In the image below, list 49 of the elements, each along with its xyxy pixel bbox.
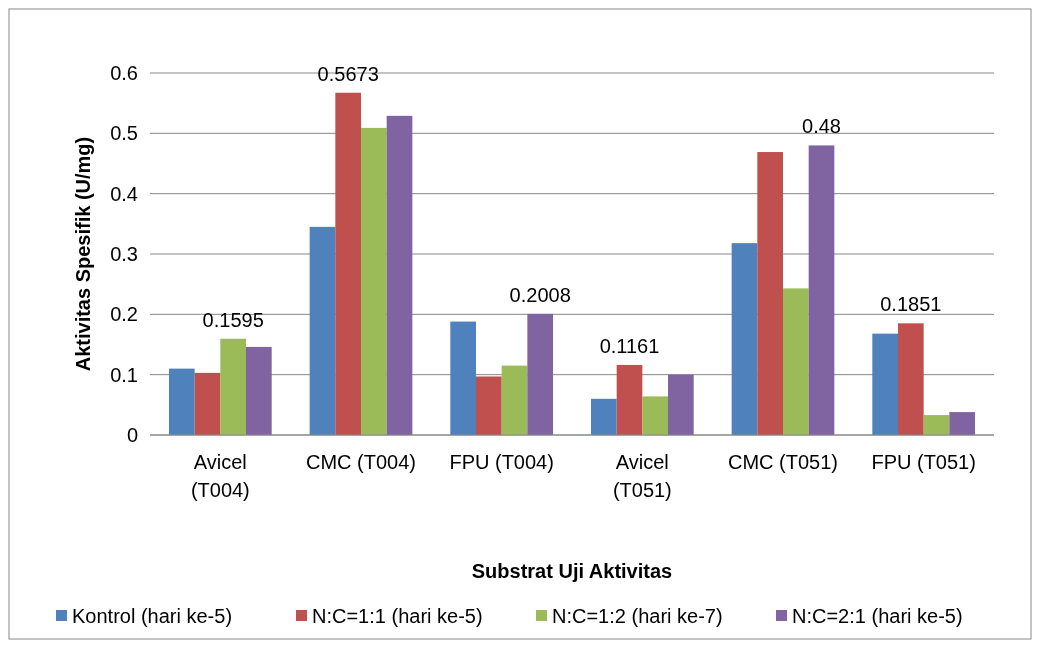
- y-tick-label: 0.5: [110, 122, 138, 145]
- y-tick-label: 0.3: [110, 243, 138, 265]
- y-tick-label: 0.2: [110, 303, 138, 326]
- bar: [923, 415, 950, 435]
- bar: [361, 127, 387, 435]
- x-tick-label: CMC (T051): [727, 451, 839, 473]
- data-label: 0.48: [802, 115, 841, 138]
- y-axis-title: Aktivitas Spesifik (U/mg): [72, 136, 94, 372]
- x-tick-label: FPU (T051): [871, 451, 976, 473]
- bar: [335, 92, 361, 435]
- x-tick-label: Avicel (T004): [190, 451, 250, 501]
- bar: [808, 145, 835, 435]
- bar: [309, 226, 336, 435]
- bar: [949, 412, 976, 435]
- legend-label: N:C=1:2 (hari ke-7): [552, 605, 723, 627]
- y-tick-label: 0.1: [110, 363, 138, 386]
- y-tick-label: 0.4: [110, 182, 138, 205]
- bar: [386, 115, 413, 435]
- x-tick-label: Avicel (T051): [612, 451, 672, 501]
- bar: [501, 365, 528, 435]
- bar: [168, 368, 195, 435]
- bar: [872, 333, 898, 435]
- bar: [246, 346, 272, 435]
- x-tick-label: CMC (T004): [305, 451, 417, 473]
- bar: [757, 152, 783, 435]
- x-axis-title: Substrat Uji Aktivitas: [471, 560, 673, 582]
- bar: [642, 396, 668, 435]
- bar: [668, 374, 694, 435]
- data-label: 0.2008: [509, 283, 571, 306]
- data-label: 0.1851: [880, 293, 942, 316]
- bar: [194, 372, 221, 435]
- bar: [783, 288, 809, 435]
- bar: [731, 243, 758, 435]
- bar: [616, 364, 643, 435]
- bar: [220, 338, 246, 435]
- bar: [527, 313, 554, 435]
- data-label: 0.5673: [317, 62, 379, 85]
- x-tick-label: FPU (T004): [449, 451, 554, 473]
- bar: [476, 376, 502, 435]
- y-tick-label: 0.6: [110, 62, 138, 84]
- bar: [590, 398, 617, 435]
- legend-label: Kontrol (hari ke-5): [72, 605, 233, 627]
- bar: [898, 323, 924, 435]
- legend-label: N:C=2:1 (hari ke-5): [792, 605, 963, 627]
- data-label: 0.1595: [202, 308, 264, 331]
- bar: [450, 321, 476, 435]
- y-tick-label: 0: [126, 424, 138, 446]
- legend-label: N:C=1:1 (hari ke-5): [312, 605, 483, 627]
- data-label: 0.1161: [599, 334, 660, 357]
